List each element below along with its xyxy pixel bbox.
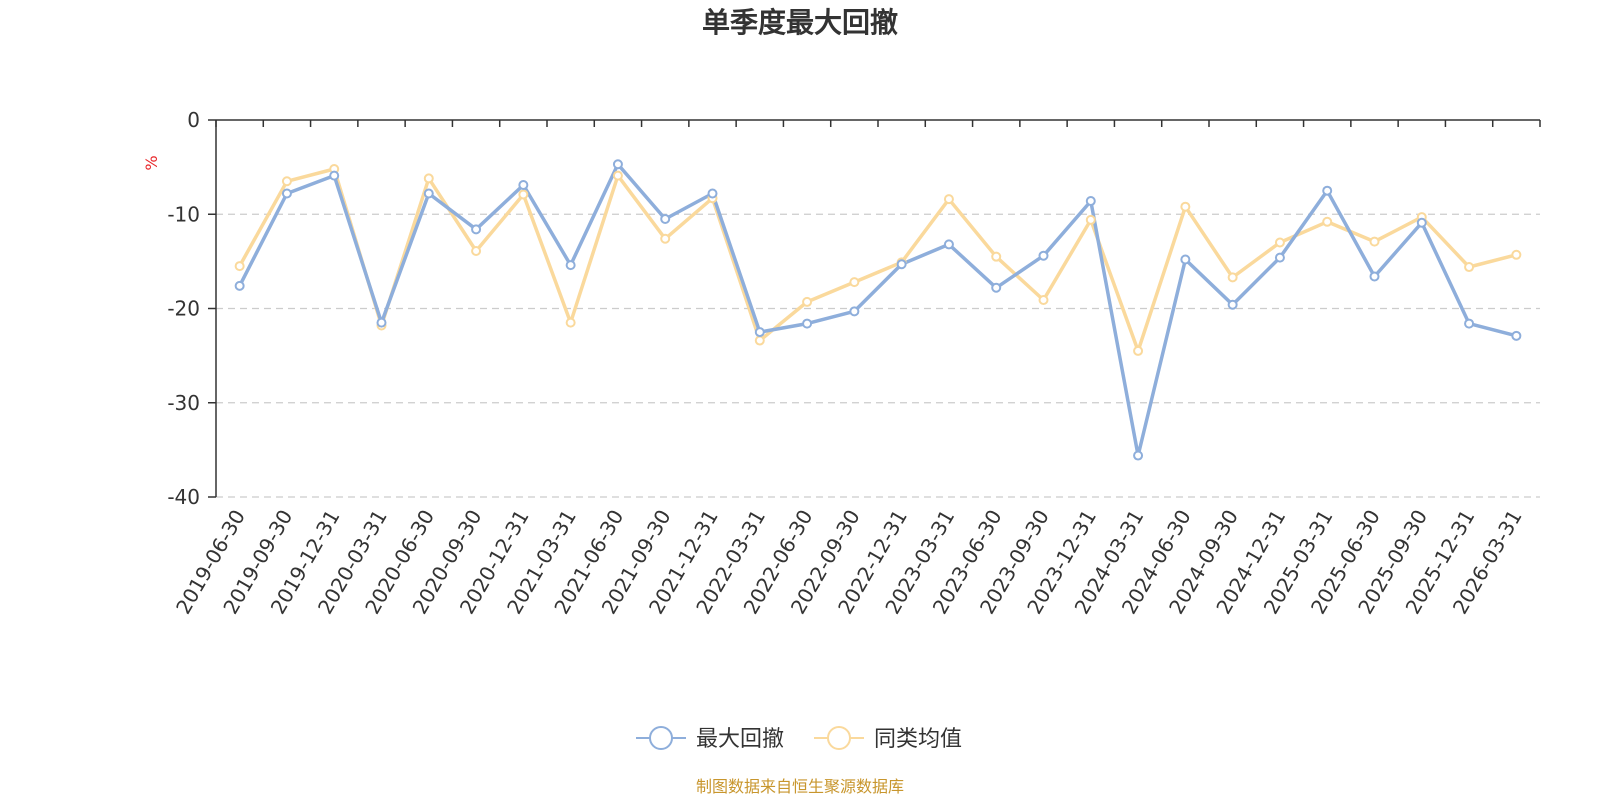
legend-marker	[649, 726, 673, 750]
data-point[interactable]	[943, 239, 954, 250]
chart-title: 单季度最大回撤	[702, 6, 898, 39]
data-point[interactable]	[1416, 217, 1427, 228]
data-point[interactable]	[518, 180, 529, 191]
data-point[interactable]	[1180, 201, 1191, 212]
data-point[interactable]	[471, 246, 482, 257]
data-point[interactable]	[991, 282, 1002, 293]
data-point[interactable]	[1038, 295, 1049, 306]
data-point[interactable]	[754, 327, 765, 338]
data-point[interactable]	[802, 296, 813, 307]
data-point[interactable]	[1133, 450, 1144, 461]
data-point[interactable]	[234, 261, 245, 272]
data-point[interactable]	[281, 176, 292, 187]
y-tick-label: -10	[167, 202, 200, 226]
data-point[interactable]	[281, 188, 292, 199]
data-point[interactable]	[660, 213, 671, 224]
data-point[interactable]	[849, 277, 860, 288]
legend-item-1[interactable]: 同类均值	[814, 726, 962, 752]
x-axis: 2019-06-302019-09-302019-12-312020-03-31…	[171, 119, 1541, 618]
y-tick-label: -40	[167, 485, 200, 509]
y-tick-label: -30	[167, 391, 200, 415]
y-tick-label: -20	[167, 297, 200, 321]
data-point[interactable]	[991, 251, 1002, 262]
data-point[interactable]	[660, 233, 671, 244]
data-point[interactable]	[1133, 345, 1144, 356]
data-point[interactable]	[1180, 254, 1191, 265]
legend[interactable]: 最大回撤 同类均值	[636, 726, 962, 752]
data-point[interactable]	[1085, 214, 1096, 225]
legend-label: 同类均值	[874, 727, 962, 752]
data-point[interactable]	[423, 188, 434, 199]
data-point[interactable]	[565, 317, 576, 328]
legend-label: 最大回撤	[696, 727, 784, 752]
source-note: 制图数据来自恒生聚源数据库	[696, 777, 904, 796]
legend-item-0[interactable]: 最大回撤	[636, 726, 784, 752]
data-point[interactable]	[612, 170, 623, 181]
data-point[interactable]	[1369, 271, 1380, 282]
data-point[interactable]	[1274, 237, 1285, 248]
data-point[interactable]	[329, 170, 340, 181]
data-point[interactable]	[376, 317, 387, 328]
data-point[interactable]	[612, 159, 623, 170]
grid-lines	[216, 213, 1540, 498]
data-point[interactable]	[1085, 196, 1096, 207]
y-axis: 0 -10 -20 -30 -40	[167, 108, 217, 509]
data-point[interactable]	[1322, 185, 1333, 196]
data-point[interactable]	[234, 280, 245, 291]
series-layer	[234, 159, 1522, 461]
data-point[interactable]	[1369, 236, 1380, 247]
data-point[interactable]	[802, 318, 813, 329]
data-point[interactable]	[707, 188, 718, 199]
data-point[interactable]	[1227, 299, 1238, 310]
data-point[interactable]	[1464, 318, 1475, 329]
data-point[interactable]	[1322, 216, 1333, 227]
data-point[interactable]	[423, 173, 434, 184]
data-point[interactable]	[943, 194, 954, 205]
data-point[interactable]	[1227, 272, 1238, 283]
y-axis-unit-label: %	[142, 155, 161, 170]
data-point[interactable]	[1038, 250, 1049, 261]
data-point[interactable]	[1511, 330, 1522, 341]
series-line-0	[238, 162, 1517, 458]
data-point[interactable]	[518, 189, 529, 200]
data-point[interactable]	[754, 335, 765, 346]
data-point[interactable]	[849, 306, 860, 317]
series-line-1	[238, 167, 1517, 353]
data-point[interactable]	[1274, 252, 1285, 263]
data-point[interactable]	[565, 260, 576, 271]
y-tick-label: 0	[187, 108, 200, 132]
data-point[interactable]	[1464, 262, 1475, 273]
data-point[interactable]	[1511, 249, 1522, 260]
data-point[interactable]	[896, 259, 907, 270]
legend-marker	[827, 726, 851, 750]
data-point[interactable]	[471, 224, 482, 235]
